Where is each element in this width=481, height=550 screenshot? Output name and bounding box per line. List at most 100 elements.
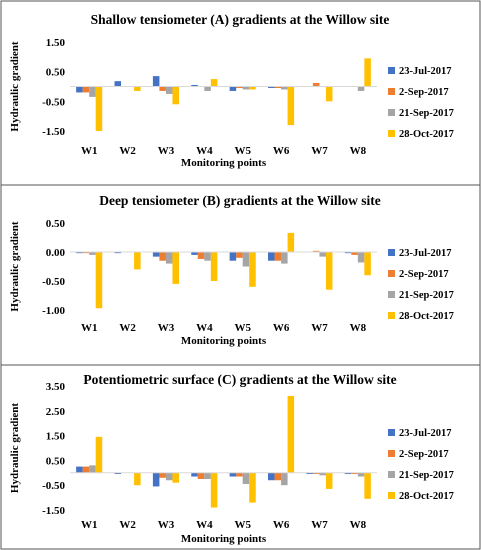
legend-swatch <box>388 291 395 298</box>
bar-28-Oct-2017-W1 <box>95 252 103 309</box>
legend-swatch <box>388 492 395 499</box>
y-tick-label: -1.00 <box>42 305 65 317</box>
bar-28-Oct-2017-W3 <box>172 252 179 284</box>
bar-2-Sep-2017-W4 <box>197 472 205 479</box>
legend-label: 28-Oct-2017 <box>399 129 454 140</box>
bar-28-Oct-2017-W4 <box>210 79 218 87</box>
bar-28-Oct-2017-W7 <box>325 472 333 489</box>
legend-label: 23-Jul-2017 <box>399 248 452 259</box>
bar-2-Sep-2017-W5 <box>236 252 243 258</box>
x-tick-label: W8 <box>350 145 367 157</box>
bar-21-Sep-2017-W1 <box>89 465 96 473</box>
legend-swatch <box>388 109 395 116</box>
bar-21-Sep-2017-W1 <box>89 86 96 97</box>
bar-21-Sep-2017-W7 <box>319 252 326 257</box>
y-axis-label: Hydraulic gradient <box>9 221 21 311</box>
bar-23-Jul-2017-W2 <box>114 472 122 475</box>
legend-swatch <box>388 429 395 436</box>
bar-21-Sep-2017-W6 <box>281 86 288 90</box>
legend: 23-Jul-2017 2-Sep-2017 21-Sep-2017 28-Oct-2… <box>388 66 454 140</box>
x-tick-label: W3 <box>158 145 175 157</box>
x-tick-label: W1 <box>81 322 98 334</box>
y-tick-label: -0.50 <box>42 480 65 492</box>
bar-28-Oct-2017-W7 <box>325 86 333 102</box>
x-tick-label: W4 <box>196 145 213 157</box>
x-tick-label: W5 <box>234 322 251 334</box>
bar-28-Oct-2017-W6 <box>287 395 295 473</box>
bar-2-Sep-2017-W7 <box>312 82 320 87</box>
legend-label: 28-Oct-2017 <box>399 491 454 502</box>
x-tick-label: W4 <box>196 322 213 334</box>
bar-23-Jul-2017-W3 <box>152 252 160 257</box>
y-tick-label: 3.50 <box>46 381 66 393</box>
bar-23-Jul-2017-W8 <box>344 472 352 475</box>
x-axis-label: Monitoring points <box>181 533 267 545</box>
legend-swatch <box>388 249 395 256</box>
y-tick-label: 1.50 <box>46 431 66 443</box>
bar-23-Jul-2017-W2 <box>114 252 122 254</box>
bar-2-Sep-2017-W1 <box>82 252 90 254</box>
x-tick-label: W2 <box>119 145 136 157</box>
bar-23-Jul-2017-W5 <box>229 472 237 477</box>
bar-2-Sep-2017-W6 <box>274 86 282 88</box>
legend-swatch <box>388 88 395 95</box>
legend-label: 21-Sep-2017 <box>399 108 454 119</box>
bar-23-Jul-2017-W1 <box>76 466 83 473</box>
chart-title: Deep tensiometer (B) gradients at the Wi… <box>99 193 381 208</box>
bar-28-Oct-2017-W5 <box>249 86 256 90</box>
legend-swatch <box>388 312 395 319</box>
chart-title: Potentiometric surface (C) gradients at … <box>83 372 396 387</box>
bar-23-Jul-2017-W4 <box>191 85 198 87</box>
bar-23-Jul-2017-W8 <box>344 252 352 254</box>
x-tick-label: W2 <box>119 519 136 531</box>
x-tick-label: W6 <box>273 519 290 531</box>
legend: 23-Jul-2017 2-Sep-2017 21-Sep-2017 28-Oct-2… <box>388 248 454 322</box>
bar-21-Sep-2017-W8 <box>357 472 365 477</box>
bar-21-Sep-2017-W3 <box>165 252 173 264</box>
legend-swatch <box>388 270 395 277</box>
y-tick-label: -1.50 <box>42 505 65 517</box>
bar-2-Sep-2017-W4 <box>197 252 205 259</box>
x-tick-label: W3 <box>158 322 175 334</box>
bar-21-Sep-2017-W3 <box>165 86 173 94</box>
bar-21-Sep-2017-W4 <box>204 252 211 261</box>
y-tick-label: -1.50 <box>42 126 65 138</box>
legend: 23-Jul-2017 2-Sep-2017 21-Sep-2017 28-Oct-2… <box>388 428 454 502</box>
bar-2-Sep-2017-W1 <box>82 466 90 473</box>
legend-swatch <box>388 130 395 137</box>
x-axis-label: Monitoring points <box>181 157 267 169</box>
bar-21-Sep-2017-W1 <box>89 252 96 255</box>
y-axis-label: Hydraulic gradient <box>9 41 21 131</box>
bar-2-Sep-2017-W1 <box>82 86 90 93</box>
bar-21-Sep-2017-W6 <box>281 252 288 264</box>
bar-23-Jul-2017-W3 <box>152 76 160 87</box>
chart-title: Shallow tensiometer (A) gradients at the… <box>91 12 390 27</box>
legend-label: 23-Jul-2017 <box>399 428 452 439</box>
bar-21-Sep-2017-W8 <box>357 86 365 91</box>
x-tick-label: W4 <box>196 519 213 531</box>
chart-panel-3: Potentiometric surface (C) gradients at … <box>1 364 480 545</box>
bar-23-Jul-2017-W4 <box>191 252 198 255</box>
bar-2-Sep-2017-W8 <box>351 252 358 255</box>
bar-21-Sep-2017-W4 <box>204 472 211 479</box>
legend-swatch <box>388 67 395 74</box>
bar-23-Jul-2017-W5 <box>229 252 237 261</box>
y-tick-label: -0.50 <box>42 96 65 108</box>
legend-label: 2-Sep-2017 <box>399 87 449 98</box>
bar-28-Oct-2017-W2 <box>134 86 141 91</box>
bar-28-Oct-2017-W5 <box>249 252 256 287</box>
bar-23-Jul-2017-W6 <box>268 86 275 88</box>
x-tick-label: W6 <box>273 322 290 334</box>
bar-23-Jul-2017-W6 <box>268 252 275 261</box>
bar-2-Sep-2017-W7 <box>312 472 320 475</box>
x-axis-label: Monitoring points <box>181 335 267 347</box>
bar-21-Sep-2017-W4 <box>204 86 211 91</box>
bar-21-Sep-2017-W8 <box>357 252 365 263</box>
bar-21-Sep-2017-W5 <box>242 86 250 90</box>
bar-28-Oct-2017-W8 <box>364 252 371 276</box>
y-tick-label: 1.50 <box>46 37 66 49</box>
bar-2-Sep-2017-W6 <box>274 252 282 261</box>
bar-2-Sep-2017-W5 <box>236 472 243 477</box>
